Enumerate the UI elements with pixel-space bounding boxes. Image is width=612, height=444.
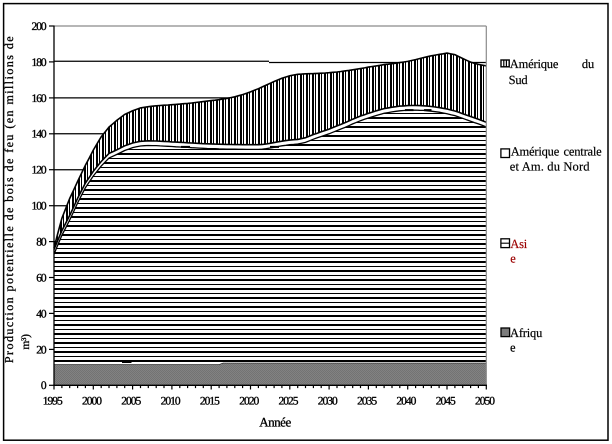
- svg-text:Sud: Sud: [509, 73, 529, 87]
- svg-text:180: 180: [32, 57, 47, 69]
- svg-text:2040: 2040: [396, 396, 416, 408]
- svg-text:20: 20: [36, 344, 47, 356]
- svg-text:2045: 2045: [436, 396, 456, 408]
- svg-text:2015: 2015: [200, 396, 220, 408]
- svg-text:du: du: [582, 57, 595, 71]
- svg-text:0: 0: [41, 380, 47, 392]
- svg-text:centrale: centrale: [564, 144, 603, 158]
- svg-text:160: 160: [32, 93, 47, 105]
- svg-text:2020: 2020: [239, 396, 259, 408]
- svg-text:2035: 2035: [357, 396, 377, 408]
- svg-text:200: 200: [32, 21, 47, 33]
- svg-text:m³): m³): [20, 334, 32, 350]
- svg-text:40: 40: [36, 308, 47, 320]
- svg-text:80: 80: [36, 237, 47, 249]
- svg-text:2050: 2050: [475, 396, 495, 408]
- svg-text:Afriqu: Afriqu: [510, 326, 543, 340]
- svg-text:Production potentielle de bois: Production potentielle de bois de feu (e…: [2, 35, 16, 363]
- svg-text:60: 60: [36, 272, 47, 284]
- svg-text:Année: Année: [259, 415, 291, 430]
- svg-text:Asi: Asi: [510, 237, 527, 251]
- svg-text:2005: 2005: [121, 396, 141, 408]
- svg-text:120: 120: [32, 165, 47, 177]
- svg-text:2025: 2025: [279, 396, 299, 408]
- svg-text:Amérique: Amérique: [510, 57, 559, 71]
- svg-text:2000: 2000: [82, 396, 102, 408]
- svg-text:140: 140: [32, 129, 47, 141]
- svg-text:e: e: [510, 341, 516, 355]
- svg-text:1995: 1995: [43, 396, 63, 408]
- svg-text:100: 100: [32, 201, 47, 213]
- svg-text:2010: 2010: [161, 396, 181, 408]
- svg-text:2030: 2030: [318, 396, 338, 408]
- svg-text:Amérique: Amérique: [511, 144, 560, 158]
- svg-text:e: e: [510, 251, 516, 265]
- svg-text:et Am. du Nord: et Am. du Nord: [510, 159, 590, 173]
